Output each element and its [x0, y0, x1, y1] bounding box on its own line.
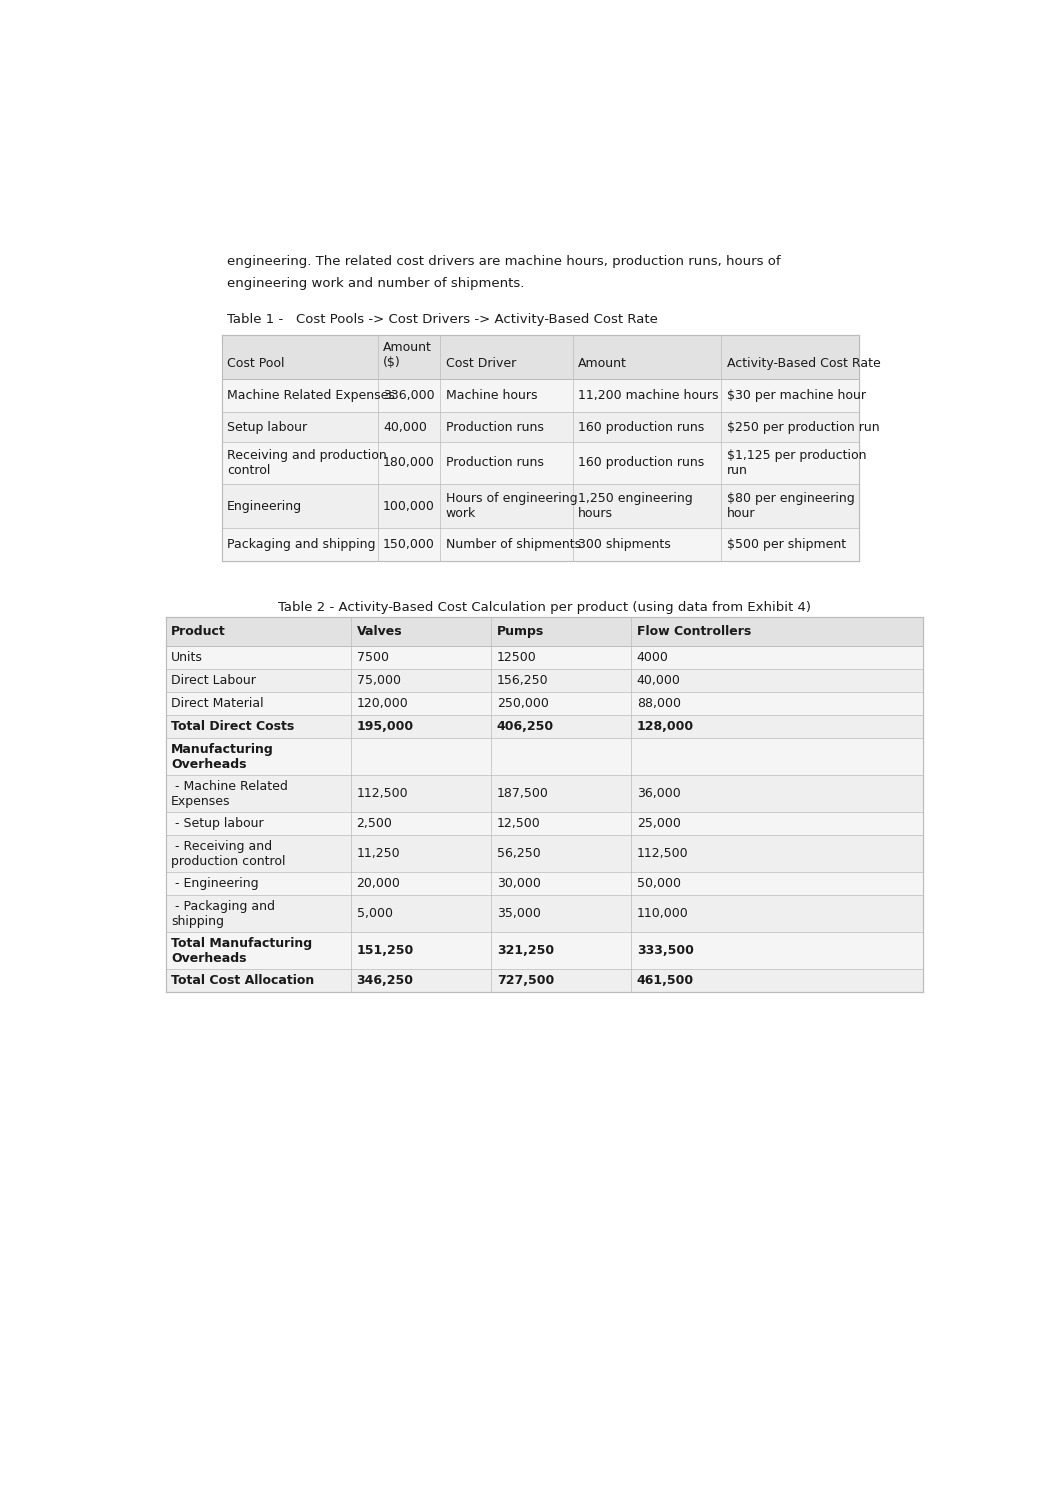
Text: Product: Product: [171, 625, 226, 637]
Bar: [166, 812, 923, 836]
Text: 50,000: 50,000: [637, 876, 681, 890]
Text: 36,000: 36,000: [637, 788, 681, 800]
Text: - Receiving and
production control: - Receiving and production control: [171, 840, 286, 867]
Text: 100,000: 100,000: [383, 500, 435, 512]
Text: 336,000: 336,000: [383, 390, 434, 402]
Text: - Setup labour: - Setup labour: [171, 818, 263, 830]
Text: 250,000: 250,000: [497, 697, 549, 709]
Text: engineering. The related cost drivers are machine hours, production runs, hours : engineering. The related cost drivers ar…: [227, 256, 781, 268]
Text: 30,000: 30,000: [497, 876, 541, 890]
Text: $80 per engineering
hour: $80 per engineering hour: [726, 492, 854, 520]
Text: 40,000: 40,000: [637, 675, 681, 687]
Bar: [222, 441, 859, 483]
Text: 346,250: 346,250: [357, 974, 413, 988]
Text: 160 production runs: 160 production runs: [578, 456, 704, 470]
Text: 321,250: 321,250: [497, 944, 553, 958]
Text: Units: Units: [171, 651, 203, 664]
Text: 156,250: 156,250: [497, 675, 548, 687]
Text: 11,200 machine hours: 11,200 machine hours: [578, 390, 719, 402]
Text: 333,500: 333,500: [637, 944, 693, 958]
Text: 112,500: 112,500: [637, 848, 688, 860]
Text: Machine Related Expenses: Machine Related Expenses: [227, 390, 395, 402]
Text: 300 shipments: 300 shipments: [578, 538, 671, 551]
Text: Production runs: Production runs: [446, 456, 544, 470]
Text: 112,500: 112,500: [357, 788, 408, 800]
Text: Hours of engineering
work: Hours of engineering work: [446, 492, 577, 520]
Bar: [166, 616, 923, 992]
Text: 1,250 engineering
hours: 1,250 engineering hours: [578, 492, 692, 520]
Text: 151,250: 151,250: [357, 944, 414, 958]
Text: 128,000: 128,000: [637, 720, 693, 733]
Text: 110,000: 110,000: [637, 907, 688, 920]
Text: Setup labour: Setup labour: [227, 420, 307, 434]
Text: Direct Material: Direct Material: [171, 697, 263, 709]
Text: $250 per production run: $250 per production run: [726, 420, 879, 434]
Text: Receiving and production
control: Receiving and production control: [227, 449, 387, 477]
Text: $30 per machine hour: $30 per machine hour: [726, 390, 866, 402]
Text: 180,000: 180,000: [383, 456, 435, 470]
Text: 461,500: 461,500: [637, 974, 693, 988]
Bar: [166, 932, 923, 970]
Text: 150,000: 150,000: [383, 538, 435, 551]
Text: Manufacturing
Overheads: Manufacturing Overheads: [171, 742, 274, 771]
Text: Cost Pool: Cost Pool: [227, 357, 285, 370]
Text: Machine hours: Machine hours: [446, 390, 537, 402]
Bar: [166, 872, 923, 895]
Text: 2,500: 2,500: [357, 818, 393, 830]
Text: 25,000: 25,000: [637, 818, 681, 830]
Text: Total Manufacturing
Overheads: Total Manufacturing Overheads: [171, 937, 312, 965]
Text: Flow Controllers: Flow Controllers: [637, 625, 751, 637]
Text: Total Direct Costs: Total Direct Costs: [171, 720, 294, 733]
Text: Table 1 -   Cost Pools -> Cost Drivers -> Activity-Based Cost Rate: Table 1 - Cost Pools -> Cost Drivers -> …: [227, 313, 658, 327]
Text: 20,000: 20,000: [357, 876, 400, 890]
Text: 11,250: 11,250: [357, 848, 400, 860]
Text: Cost Driver: Cost Driver: [446, 357, 516, 370]
Text: 120,000: 120,000: [357, 697, 409, 709]
Text: 75,000: 75,000: [357, 675, 400, 687]
Text: Engineering: Engineering: [227, 500, 303, 512]
Text: 727,500: 727,500: [497, 974, 554, 988]
Text: Total Cost Allocation: Total Cost Allocation: [171, 974, 314, 988]
Text: 187,500: 187,500: [497, 788, 549, 800]
Text: 7500: 7500: [357, 651, 389, 664]
Text: Table 2 - Activity-Based Cost Calculation per product (using data from Exhibit 4: Table 2 - Activity-Based Cost Calculatio…: [278, 601, 810, 614]
Text: 56,250: 56,250: [497, 848, 541, 860]
Bar: [222, 334, 859, 562]
Text: 5,000: 5,000: [357, 907, 393, 920]
Text: 4000: 4000: [637, 651, 669, 664]
Text: $500 per shipment: $500 per shipment: [726, 538, 845, 551]
Text: - Packaging and
shipping: - Packaging and shipping: [171, 899, 275, 928]
Text: 12500: 12500: [497, 651, 536, 664]
Text: Activity-Based Cost Rate: Activity-Based Cost Rate: [726, 357, 880, 370]
Text: $1,125 per production
run: $1,125 per production run: [726, 449, 866, 477]
Bar: [222, 380, 859, 413]
Text: Number of shipments: Number of shipments: [446, 538, 581, 551]
Text: - Engineering: - Engineering: [171, 876, 259, 890]
Text: Packaging and shipping: Packaging and shipping: [227, 538, 376, 551]
Text: Direct Labour: Direct Labour: [171, 675, 256, 687]
Bar: [166, 616, 923, 646]
Text: 406,250: 406,250: [497, 720, 553, 733]
Text: 88,000: 88,000: [637, 697, 681, 709]
Text: 12,500: 12,500: [497, 818, 541, 830]
Text: Amount
($): Amount ($): [383, 340, 432, 369]
Text: Amount: Amount: [578, 357, 627, 370]
Bar: [222, 334, 859, 380]
Bar: [166, 691, 923, 715]
Text: - Machine Related
Expenses: - Machine Related Expenses: [171, 780, 288, 807]
Text: 40,000: 40,000: [383, 420, 427, 434]
Text: 35,000: 35,000: [497, 907, 541, 920]
Bar: [166, 646, 923, 669]
Text: Pumps: Pumps: [497, 625, 544, 637]
Text: Valves: Valves: [357, 625, 402, 637]
Text: engineering work and number of shipments.: engineering work and number of shipments…: [227, 277, 525, 291]
Text: 195,000: 195,000: [357, 720, 414, 733]
Bar: [166, 738, 923, 776]
Text: 160 production runs: 160 production runs: [578, 420, 704, 434]
Text: Production runs: Production runs: [446, 420, 544, 434]
Bar: [222, 529, 859, 562]
